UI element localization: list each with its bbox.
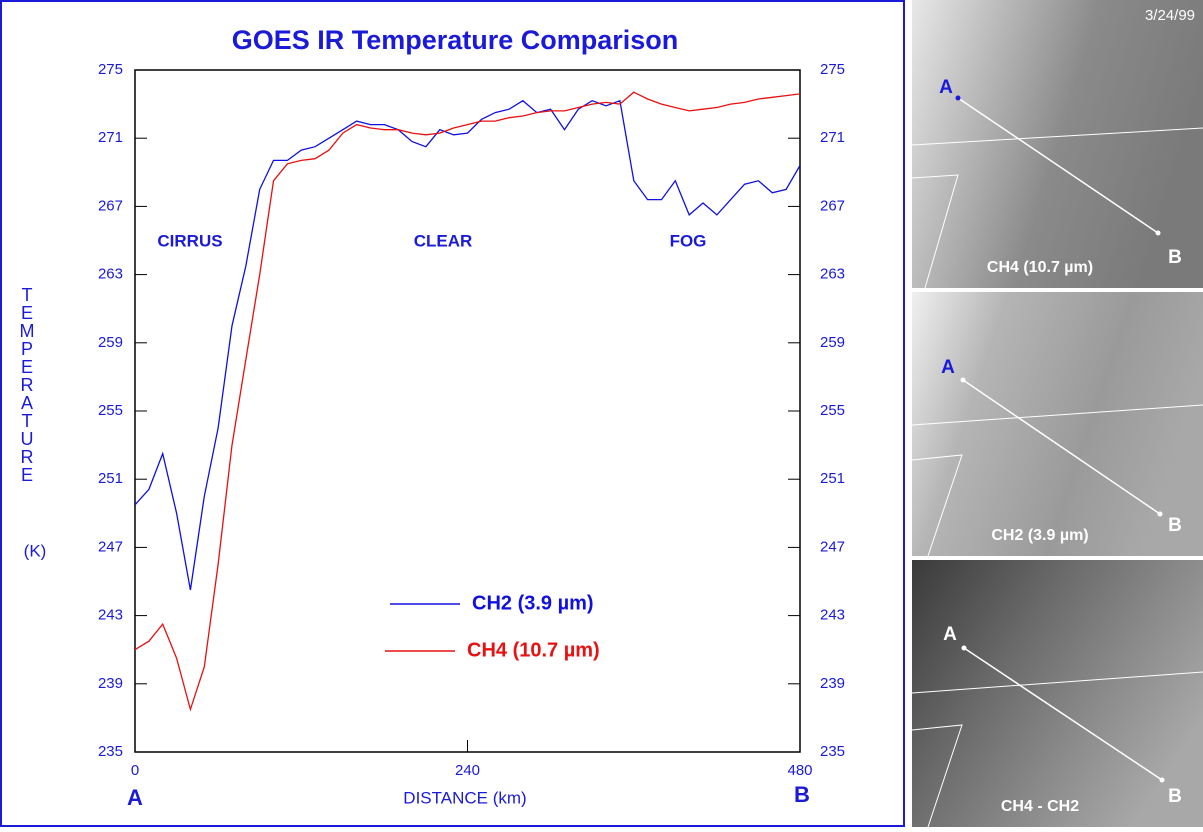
annotation: CIRRUS (157, 231, 222, 250)
point-label: A (941, 357, 955, 378)
boundary-line (911, 671, 1203, 828)
point-label: A (943, 624, 957, 645)
image-panel (911, 0, 1203, 828)
y-tick-label: 271 (98, 129, 123, 146)
image-bg (912, 560, 1203, 827)
x-tick-label: 0 (131, 762, 139, 779)
point-marker (955, 95, 961, 101)
y2-tick-label: 255 (820, 402, 845, 419)
series-line (134, 91, 801, 712)
legend-label: CH4 (10.7 µm) (467, 639, 600, 661)
end-label: B (794, 782, 810, 807)
image-bg (912, 292, 1203, 556)
point-label: B (1168, 515, 1182, 536)
x-axis-label: DISTANCE (km) (403, 788, 526, 807)
y2-tick-label: 243 (820, 607, 845, 624)
transect-line (957, 97, 1163, 781)
y2-tick-label: 271 (820, 129, 845, 146)
boundary-line (911, 127, 1203, 289)
x-tick-label: 480 (787, 762, 812, 779)
y-tick-label: 259 (98, 334, 123, 351)
point-marker (1155, 230, 1161, 236)
point-label: A (939, 77, 953, 98)
y-tick-label: 243 (98, 607, 123, 624)
y2-tick-label: 259 (820, 334, 845, 351)
y-tick-label: 251 (98, 470, 123, 487)
image-bg (912, 0, 1203, 288)
y-tick-label: 255 (98, 402, 123, 419)
y-tick-label: 263 (98, 266, 123, 283)
y2-tick-label: 263 (820, 266, 845, 283)
y-tick-label: 247 (98, 538, 123, 555)
y2-tick-label: 235 (820, 743, 845, 760)
y-tick-label: 235 (98, 743, 123, 760)
y-tick-label: 275 (98, 61, 123, 78)
point-marker (960, 377, 966, 383)
image-caption: CH2 (3.9 µm) (991, 527, 1088, 544)
point-marker (1157, 511, 1163, 517)
x-tick-label: 240 (455, 762, 480, 779)
y-axis-label: TEMPERATURE (17, 285, 37, 483)
annotation: FOG (670, 231, 707, 250)
image-date: 3/24/99 (1145, 7, 1195, 24)
y2-tick-label: 239 (820, 675, 845, 692)
image-caption: CH4 - CH2 (1001, 798, 1079, 815)
y2-tick-label: 247 (820, 538, 845, 555)
point-marker (1159, 777, 1165, 783)
point-marker (961, 645, 967, 651)
point-label: B (1168, 786, 1182, 807)
y2-tick-label: 251 (820, 470, 845, 487)
annotation: CLEAR (414, 231, 473, 250)
start-label: A (127, 785, 143, 810)
y-axis-unit: (K) (24, 541, 47, 560)
boundary-line (911, 404, 1203, 557)
image-caption: CH4 (10.7 µm) (987, 259, 1093, 276)
y-tick-label: 267 (98, 197, 123, 214)
y-tick-label: 239 (98, 675, 123, 692)
y2-tick-label: 267 (820, 197, 845, 214)
series-line (134, 99, 801, 591)
legend-label: CH2 (3.9 µm) (472, 592, 594, 614)
chart-title: GOES IR Temperature Comparison (232, 25, 679, 55)
point-label: B (1168, 247, 1182, 268)
y2-tick-label: 275 (820, 61, 845, 78)
chart-panel (0, 0, 905, 827)
